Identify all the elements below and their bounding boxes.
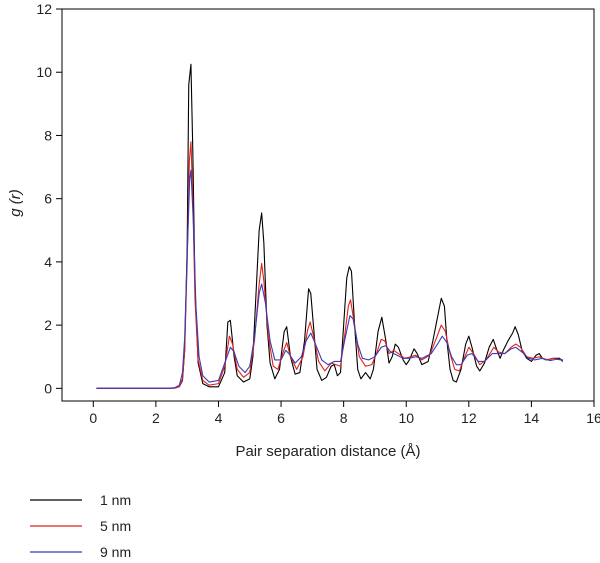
y-tick-label: 10 bbox=[36, 64, 52, 80]
series-line-5-nm bbox=[96, 141, 563, 389]
y-axis-title: g (r) bbox=[7, 189, 24, 217]
x-tick-label: 16 bbox=[586, 410, 600, 426]
series-lines bbox=[96, 63, 564, 389]
y-axis-ticks: 0 2 4 6 8 10 12 bbox=[36, 1, 62, 396]
y-tick-label: 6 bbox=[44, 191, 52, 207]
legend-label: 1 nm bbox=[100, 492, 131, 508]
x-tick-label: 8 bbox=[340, 410, 348, 426]
x-tick-label: 0 bbox=[89, 410, 97, 426]
y-tick-label: 4 bbox=[44, 254, 52, 270]
y-tick-label: 2 bbox=[44, 317, 52, 333]
x-tick-label: 14 bbox=[524, 410, 540, 426]
legend-label: 9 nm bbox=[100, 544, 131, 560]
series-line-9-nm bbox=[96, 169, 563, 389]
x-axis-title: Pair separation distance (Å) bbox=[235, 443, 420, 460]
x-tick-label: 12 bbox=[461, 410, 477, 426]
y-tick-label: 8 bbox=[44, 127, 52, 143]
series-line-1-nm bbox=[96, 63, 564, 389]
x-tick-label: 6 bbox=[277, 410, 285, 426]
x-tick-label: 10 bbox=[398, 410, 414, 426]
y-tick-label: 0 bbox=[44, 380, 52, 396]
plot-frame bbox=[61, 8, 595, 402]
x-tick-label: 4 bbox=[215, 410, 223, 426]
x-axis-ticks: 0 2 4 6 8 10 12 14 16 bbox=[89, 401, 600, 426]
x-tick-label: 2 bbox=[152, 410, 160, 426]
y-tick-label: 12 bbox=[36, 1, 52, 17]
legend: 1 nm 5 nm 9 nm bbox=[30, 492, 131, 560]
legend-label: 5 nm bbox=[100, 518, 131, 534]
